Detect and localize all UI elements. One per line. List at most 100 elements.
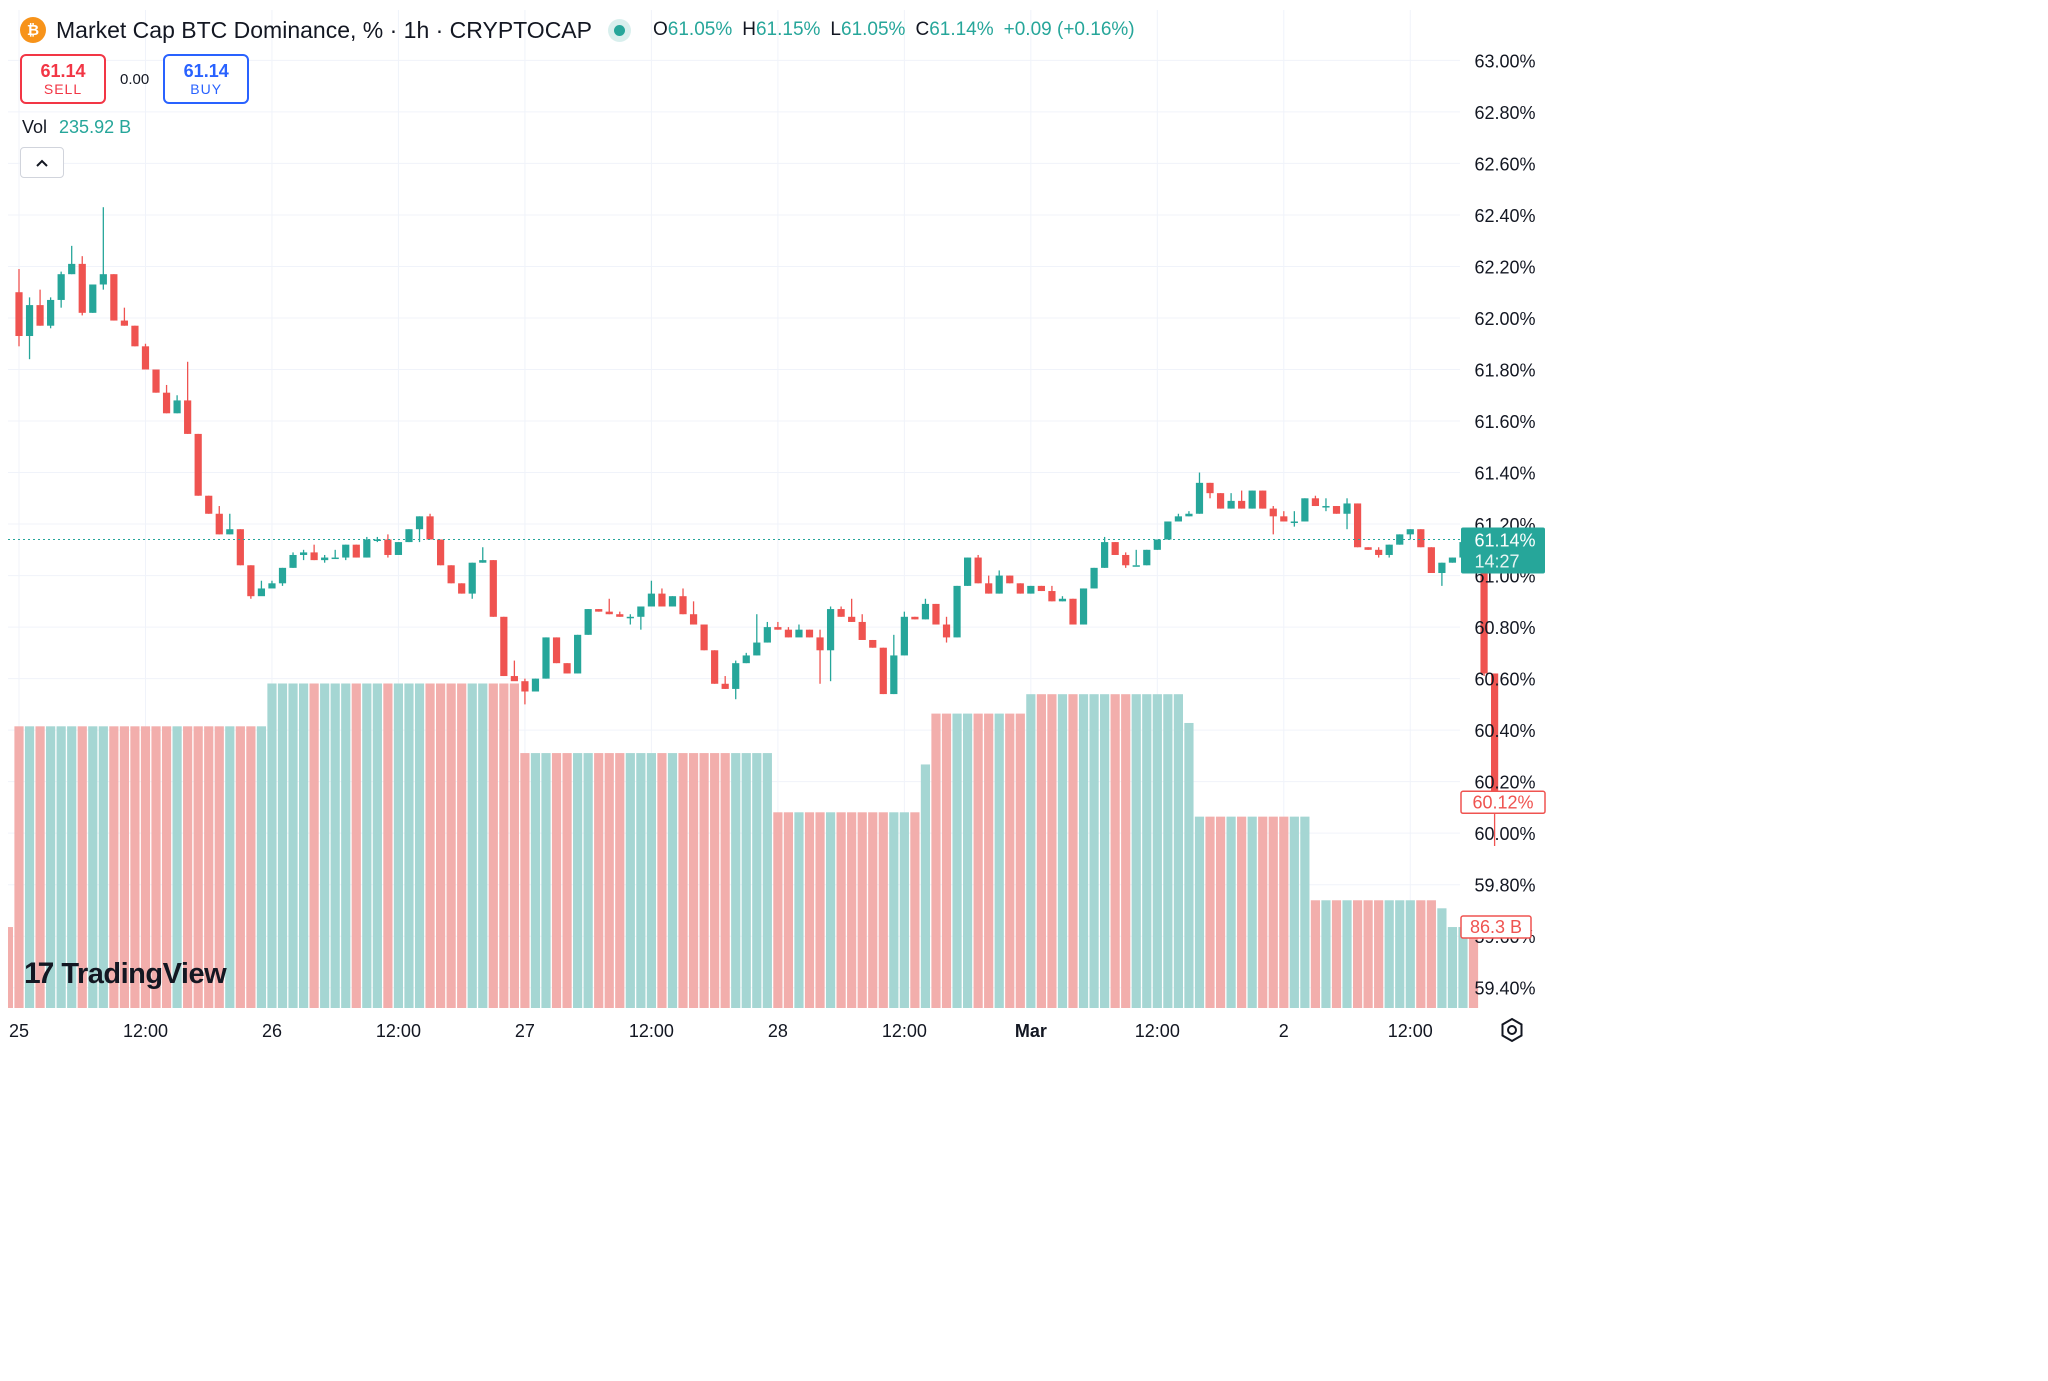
candle[interactable] (1480, 544, 1488, 674)
candle[interactable] (1364, 547, 1372, 550)
chart[interactable]: 63.00% 62.80% 62.60% 62.40% 62.20% 62.00% 61.8… (0, 0, 1568, 1057)
candle[interactable] (1079, 588, 1088, 625)
candle[interactable] (426, 516, 434, 540)
candle[interactable] (99, 274, 107, 285)
candle[interactable] (489, 560, 497, 617)
candle[interactable] (247, 565, 255, 597)
candle[interactable] (879, 647, 887, 695)
candle[interactable] (753, 642, 761, 656)
candle[interactable] (1122, 554, 1130, 566)
candle[interactable] (1417, 529, 1425, 548)
volume-legend[interactable]: Vol 235.92 B (22, 117, 131, 138)
candle[interactable] (268, 583, 276, 589)
candle[interactable] (289, 554, 297, 568)
candle[interactable] (321, 557, 329, 561)
candle[interactable] (921, 603, 930, 620)
candle[interactable] (974, 557, 982, 584)
candle[interactable] (1143, 549, 1151, 566)
candle[interactable] (531, 678, 540, 692)
candle[interactable] (226, 529, 234, 535)
candle[interactable] (953, 585, 961, 638)
candle[interactable] (1448, 557, 1457, 563)
candle[interactable] (468, 562, 476, 594)
candle[interactable] (299, 552, 308, 555)
candle[interactable] (605, 611, 613, 615)
candle[interactable] (742, 655, 750, 664)
candle[interactable] (1174, 516, 1182, 522)
candle[interactable] (595, 609, 603, 612)
candle[interactable] (837, 609, 845, 617)
candle[interactable] (510, 676, 518, 682)
candle[interactable] (900, 616, 908, 656)
tradingview-logo[interactable]: 17 TradingView (24, 957, 227, 991)
candle[interactable] (15, 292, 23, 337)
candle[interactable] (1385, 544, 1393, 555)
candle[interactable] (57, 274, 65, 300)
candle[interactable] (1048, 591, 1056, 602)
candle[interactable] (184, 400, 192, 434)
candle[interactable] (384, 539, 392, 555)
last-volume-badge[interactable] (1460, 915, 1532, 939)
candle[interactable] (995, 575, 1003, 594)
candle[interactable] (637, 606, 645, 617)
candle[interactable] (1090, 567, 1098, 589)
candle[interactable] (574, 634, 582, 674)
candle[interactable] (1185, 513, 1193, 517)
candle[interactable] (1322, 506, 1330, 508)
candle[interactable] (763, 627, 771, 643)
candle[interactable] (869, 639, 877, 648)
candle[interactable] (215, 513, 223, 535)
candle[interactable] (1301, 498, 1309, 522)
candle[interactable] (1343, 503, 1351, 514)
candle[interactable] (1016, 583, 1024, 594)
candle[interactable] (405, 529, 413, 543)
candle[interactable] (363, 539, 371, 558)
candle[interactable] (1069, 598, 1077, 625)
candle[interactable] (805, 629, 814, 638)
candle[interactable] (131, 325, 139, 347)
candle[interactable] (1238, 500, 1246, 509)
candle[interactable] (415, 516, 424, 530)
candle[interactable] (479, 560, 487, 563)
candle[interactable] (1206, 482, 1214, 494)
candle[interactable] (1248, 490, 1256, 509)
candle[interactable] (700, 624, 708, 651)
candle[interactable] (964, 557, 972, 586)
candle[interactable] (110, 274, 118, 321)
candle[interactable] (1491, 673, 1499, 803)
candle[interactable] (774, 627, 782, 630)
candle[interactable] (342, 544, 350, 558)
candle[interactable] (721, 683, 729, 689)
candle[interactable] (521, 681, 529, 692)
candle[interactable] (458, 583, 466, 594)
candle[interactable] (1332, 506, 1341, 514)
buy-button[interactable]: 61.14 BUY (163, 54, 250, 104)
candle[interactable] (310, 552, 318, 561)
candle[interactable] (1280, 516, 1288, 522)
last-price-badge[interactable] (1460, 790, 1546, 815)
candle[interactable] (890, 655, 898, 695)
candle[interactable] (68, 263, 76, 275)
candle[interactable] (447, 565, 455, 584)
candle[interactable] (1311, 498, 1320, 507)
candle[interactable] (689, 614, 698, 625)
candle[interactable] (36, 305, 44, 326)
candle[interactable] (205, 495, 213, 514)
candle[interactable] (278, 567, 287, 584)
candle[interactable] (1406, 529, 1414, 535)
candle[interactable] (236, 529, 244, 566)
candle[interactable] (552, 637, 561, 664)
candle[interactable] (1027, 585, 1035, 594)
candle[interactable] (194, 433, 202, 496)
candle[interactable] (668, 596, 677, 607)
market-status-icon[interactable] (614, 24, 625, 36)
candle[interactable] (1006, 575, 1014, 584)
candle[interactable] (331, 557, 339, 560)
candle[interactable] (1037, 585, 1045, 592)
candle[interactable] (858, 621, 866, 640)
candle[interactable] (1353, 503, 1362, 548)
candle[interactable] (1375, 549, 1383, 555)
candle[interactable] (162, 392, 171, 414)
candle[interactable] (1259, 490, 1267, 509)
candle[interactable] (626, 616, 634, 619)
